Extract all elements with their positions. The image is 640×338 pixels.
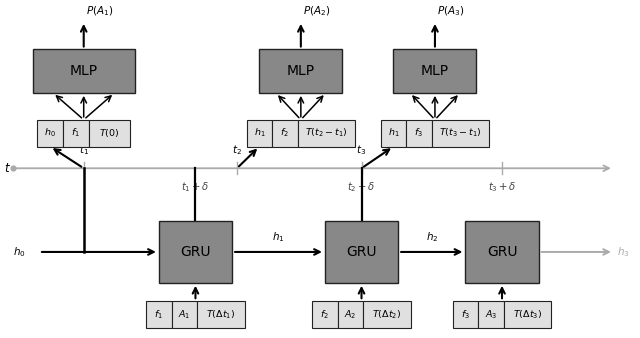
- Bar: [172, 301, 197, 328]
- Text: $f_3$: $f_3$: [461, 308, 470, 321]
- Text: $A_1$: $A_1$: [178, 308, 191, 321]
- Text: $A_3$: $A_3$: [484, 308, 497, 321]
- Text: $t_1 + \delta$: $t_1 + \delta$: [181, 180, 210, 194]
- Bar: [197, 301, 245, 328]
- Text: $t_2$: $t_2$: [232, 143, 242, 156]
- Bar: [363, 301, 411, 328]
- Bar: [465, 221, 539, 283]
- Text: $T(\Delta t_1)$: $T(\Delta t_1)$: [207, 308, 236, 321]
- Text: $h_1$: $h_1$: [272, 230, 285, 244]
- Text: $P(A_2)$: $P(A_2)$: [303, 4, 330, 18]
- Bar: [159, 221, 232, 283]
- Text: MLP: MLP: [421, 64, 449, 78]
- Text: $t_3$: $t_3$: [356, 143, 367, 156]
- Text: $T(\Delta t_3)$: $T(\Delta t_3)$: [513, 308, 542, 321]
- Text: $f_3$: $f_3$: [415, 127, 424, 139]
- Bar: [432, 120, 489, 146]
- Bar: [63, 120, 88, 146]
- Bar: [381, 120, 406, 146]
- Bar: [504, 301, 552, 328]
- Bar: [272, 120, 298, 146]
- Text: GRU: GRU: [180, 245, 211, 259]
- Text: $f_2$: $f_2$: [280, 127, 289, 139]
- Text: $t_3 + \delta$: $t_3 + \delta$: [488, 180, 516, 194]
- Text: GRU: GRU: [487, 245, 517, 259]
- Text: $h_2$: $h_2$: [426, 230, 438, 244]
- Text: $f_1$: $f_1$: [154, 308, 163, 321]
- Bar: [394, 49, 476, 93]
- Text: MLP: MLP: [287, 64, 315, 78]
- Bar: [37, 120, 63, 146]
- Bar: [246, 120, 272, 146]
- Text: $P(A_3)$: $P(A_3)$: [437, 4, 465, 18]
- Text: $h_3$: $h_3$: [617, 245, 630, 259]
- Text: MLP: MLP: [70, 64, 98, 78]
- Text: $h_0$: $h_0$: [13, 245, 26, 259]
- Bar: [312, 301, 337, 328]
- Text: $h_1$: $h_1$: [388, 127, 399, 139]
- Bar: [478, 301, 504, 328]
- Text: $f_2$: $f_2$: [321, 308, 329, 321]
- Bar: [337, 301, 363, 328]
- Text: $P(A_1)$: $P(A_1)$: [86, 4, 113, 18]
- Bar: [146, 301, 172, 328]
- Text: $T(t_2-t_1)$: $T(t_2-t_1)$: [305, 127, 348, 139]
- Bar: [452, 301, 478, 328]
- Text: GRU: GRU: [346, 245, 377, 259]
- Text: $T(0)$: $T(0)$: [99, 127, 120, 139]
- Text: $t_1$: $t_1$: [79, 143, 89, 156]
- Text: $f_1$: $f_1$: [71, 127, 80, 139]
- Text: $T(t_3-t_1)$: $T(t_3-t_1)$: [439, 127, 482, 139]
- Text: $A_2$: $A_2$: [344, 308, 356, 321]
- Bar: [88, 120, 130, 146]
- Bar: [33, 49, 135, 93]
- Bar: [259, 49, 342, 93]
- Text: $t_2 + \delta$: $t_2 + \delta$: [348, 180, 376, 194]
- Bar: [406, 120, 432, 146]
- Text: $T(\Delta t_2)$: $T(\Delta t_2)$: [372, 308, 402, 321]
- Bar: [324, 221, 398, 283]
- Bar: [298, 120, 355, 146]
- Text: $h_1$: $h_1$: [253, 127, 265, 139]
- Text: $t$: $t$: [4, 162, 11, 175]
- Text: $h_0$: $h_0$: [44, 127, 56, 139]
